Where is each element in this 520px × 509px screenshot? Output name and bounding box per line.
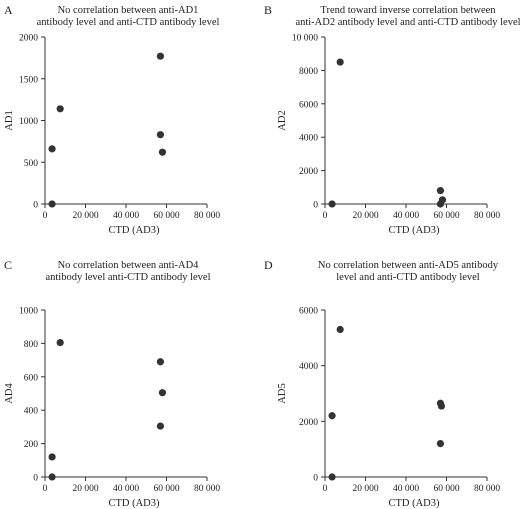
scatter-chart-c: C No correlation between anti-AD4antibody… <box>4 258 220 509</box>
chart-b-y-tick-label: 2000 <box>299 167 318 177</box>
chart-d-data-point-6 <box>436 440 445 448</box>
chart-d-data-point-5 <box>437 402 446 410</box>
chart-b-y-tick-label: 10 000 <box>292 34 318 44</box>
scatter-chart-d: D No correlation between anti-AD5 antibod… <box>264 258 500 509</box>
scatter-chart-a: A No correlation between anti-AD1antibody… <box>4 3 220 236</box>
chart-d-data-point-1 <box>328 473 336 481</box>
chart-b-x-tick-label: 0 <box>323 211 328 221</box>
chart-d-x-tick-label: 20 000 <box>352 484 378 494</box>
chart-a-y-tick-label: 1000 <box>19 117 38 127</box>
chart-a-x-axis-label: CTD (AD3) <box>108 225 160 236</box>
chart-a-data-point-3 <box>56 105 64 113</box>
chart-b-title-line-2: anti-AD2 antibody level and anti-CTD ant… <box>295 17 520 28</box>
chart-d-x-tick-label: 40 000 <box>393 484 419 494</box>
chart-a-title-line-2: antibody level and anti-CTD antibody lev… <box>37 17 220 28</box>
chart-d-title-line-2: level and anti-CTD antibody level <box>336 272 480 283</box>
chart-a-x-tick-label: 0 <box>43 211 48 221</box>
chart-a-y-tick-label: 0 <box>33 201 38 211</box>
chart-c-y-tick-label: 1000 <box>19 307 38 317</box>
chart-c-data-point-3 <box>56 338 64 347</box>
chart-c-x-axis-label: CTD (AD3) <box>108 498 160 509</box>
chart-c-x-tick-label: 40 000 <box>113 484 139 494</box>
chart-b-x-axis-label: CTD (AD3) <box>388 225 440 236</box>
chart-a-y-tick-label: 500 <box>24 159 39 169</box>
chart-a-data-point-4 <box>156 52 165 60</box>
chart-b-x-tick-label: 80 000 <box>474 211 500 221</box>
chart-c-title-line-2: antibody level anti-CTD antibody level <box>45 272 210 283</box>
chart-b-x-tick-label: 20 000 <box>352 211 378 221</box>
chart-a-y-axis-label: AD1 <box>4 110 15 130</box>
chart-a-data-point-5 <box>156 131 165 139</box>
chart-c-data-point-5 <box>158 389 167 397</box>
chart-a-x-tick-label: 40 000 <box>113 211 139 221</box>
chart-c-y-tick-label: 200 <box>24 440 39 450</box>
chart-c-data-point-4 <box>156 358 165 366</box>
chart-c-data-point-1 <box>48 473 56 481</box>
chart-b-x-tick-label: 60 000 <box>433 211 459 221</box>
chart-c-y-tick-label: 400 <box>24 407 39 417</box>
scatter-chart-b: B Trend toward inverse correlation betwee… <box>264 3 520 236</box>
chart-a-y-tick-label: 1500 <box>19 75 38 85</box>
chart-d-x-tick-label: 80 000 <box>474 484 500 494</box>
panel-c: C No correlation between anti-AD4 antibody… <box>0 255 260 509</box>
chart-a-x-tick-label: 60 000 <box>153 211 179 221</box>
chart-b-data-point-5 <box>436 200 445 208</box>
chart-a-data-point-6 <box>158 148 167 156</box>
chart-a-panel-letter: A <box>4 3 13 17</box>
chart-a-data-point-1 <box>48 200 56 208</box>
chart-c-y-tick-label: 800 <box>24 340 39 350</box>
chart-c-y-axis-label: AD4 <box>4 383 15 404</box>
chart-b-y-tick-label: 4000 <box>299 134 318 144</box>
chart-c-y-tick-label: 0 <box>33 474 38 484</box>
chart-b-panel-letter: B <box>264 3 272 17</box>
chart-c-data-point-6 <box>156 422 165 430</box>
chart-c-x-tick-label: 0 <box>43 484 48 494</box>
chart-d-x-tick-label: 60 000 <box>433 484 459 494</box>
chart-b-y-tick-label: 6000 <box>299 100 318 110</box>
chart-c-x-tick-label: 80 000 <box>194 484 220 494</box>
panel-b: B Trend toward inverse correlation betwee… <box>260 0 520 254</box>
chart-a-x-tick-label: 80 000 <box>194 211 220 221</box>
chart-b-title-line-1: Trend toward inverse correlation between <box>320 5 496 16</box>
chart-b-x-tick-label: 40 000 <box>393 211 419 221</box>
panel-d: D No correlation between anti-AD5 antibod… <box>260 255 520 509</box>
chart-d-y-tick-label: 4000 <box>299 362 318 372</box>
chart-c-title-line-1: No correlation between anti-AD4 <box>58 260 200 271</box>
chart-a-y-tick-label: 2000 <box>19 34 38 44</box>
chart-c-y-tick-label: 600 <box>24 373 39 383</box>
chart-a-data-point-2 <box>48 145 56 153</box>
chart-a-title-line-1: No correlation between anti-AD1 <box>58 5 199 16</box>
chart-b-data-point-1 <box>328 200 336 208</box>
chart-d-y-tick-label: 2000 <box>299 418 318 428</box>
chart-a-x-tick-label: 20 000 <box>72 211 98 221</box>
chart-d-data-point-3 <box>336 325 344 334</box>
chart-b-data-point-2 <box>336 58 344 66</box>
chart-d-y-tick-label: 0 <box>313 474 318 484</box>
chart-c-x-tick-label: 20 000 <box>72 484 98 494</box>
chart-b-data-point-3 <box>436 187 445 195</box>
chart-d-x-axis-label: CTD (AD3) <box>388 498 440 509</box>
chart-b-y-tick-label: 0 <box>313 201 318 211</box>
chart-d-x-tick-label: 0 <box>323 484 328 494</box>
chart-d-title-line-1: No correlation between anti-AD5 antibody <box>318 260 499 271</box>
chart-c-data-point-2 <box>48 453 56 461</box>
chart-d-panel-letter: D <box>264 258 273 272</box>
chart-d-y-tick-label: 6000 <box>299 307 318 317</box>
chart-d-y-axis-label: AD5 <box>277 383 288 403</box>
chart-b-y-axis-label: AD2 <box>277 110 288 130</box>
chart-b-y-tick-label: 8000 <box>299 67 318 77</box>
chart-c-panel-letter: C <box>4 258 12 272</box>
chart-c-x-tick-label: 60 000 <box>153 484 179 494</box>
chart-d-data-point-2 <box>328 412 336 420</box>
panel-a: A No correlation between anti-AD1 antibody… <box>0 0 260 254</box>
